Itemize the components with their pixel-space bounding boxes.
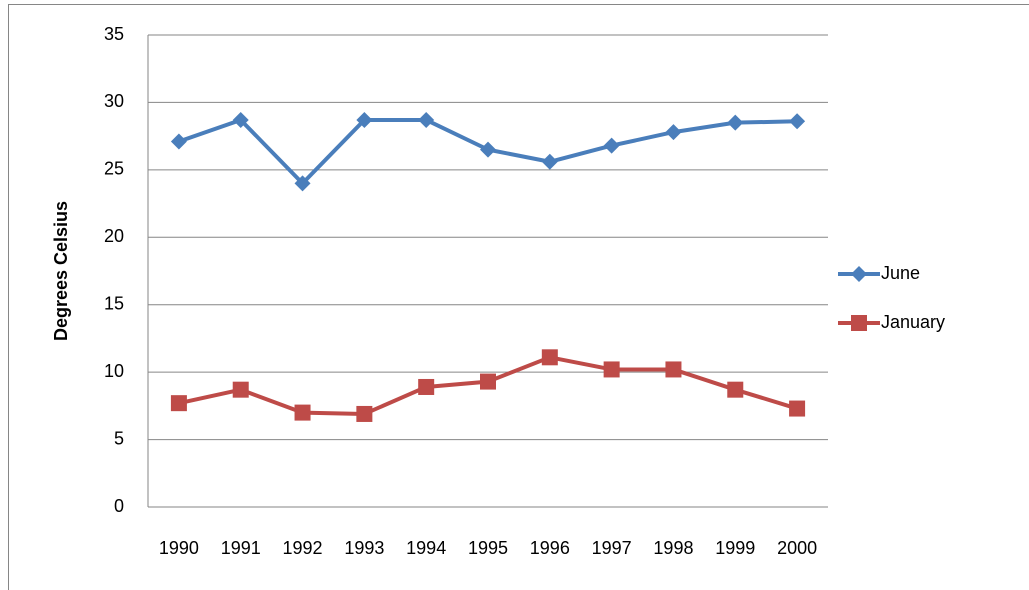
data-point [480, 141, 496, 158]
data-point [541, 153, 558, 170]
data-point [232, 381, 249, 398]
data-point [418, 378, 435, 395]
y-tick-label: 20 [104, 226, 124, 246]
x-tick-label: 1992 [283, 538, 323, 558]
data-point [356, 405, 373, 422]
y-tick-label: 10 [104, 361, 124, 381]
y-tick-label: 5 [114, 428, 124, 448]
data-point [480, 373, 496, 390]
chart-border [8, 4, 1029, 590]
y-axis-title: Degrees Celsius [51, 201, 71, 341]
x-tick-label: 1997 [592, 538, 632, 558]
x-tick-label: 1995 [468, 538, 508, 558]
legend-label: January [881, 312, 945, 332]
x-tick-label: 1990 [159, 538, 199, 558]
data-point [727, 381, 744, 398]
data-point [603, 137, 620, 154]
data-point [232, 111, 249, 128]
data-point [170, 395, 187, 412]
legend-marker [851, 266, 867, 282]
x-tick-label: 1996 [530, 538, 570, 558]
x-tick-label: 1994 [406, 538, 446, 558]
data-point [727, 114, 744, 131]
data-point [294, 404, 311, 421]
data-point [789, 400, 806, 417]
y-tick-label: 35 [104, 24, 124, 44]
legend-marker [851, 315, 867, 331]
data-point [603, 361, 620, 378]
data-point [294, 175, 311, 192]
data-point [170, 133, 187, 150]
y-tick-label: 0 [114, 496, 124, 516]
data-point [541, 349, 558, 366]
x-tick-label: 1993 [344, 538, 384, 558]
x-tick-label: 2000 [777, 538, 817, 558]
y-tick-label: 30 [104, 91, 124, 111]
data-point [356, 111, 373, 128]
data-point [418, 111, 435, 128]
data-point [665, 124, 682, 141]
legend-label: June [881, 263, 920, 283]
data-point [665, 361, 682, 378]
x-tick-label: 1991 [221, 538, 261, 558]
y-tick-label: 25 [104, 159, 124, 179]
x-tick-label: 1999 [715, 538, 755, 558]
data-point [789, 113, 806, 130]
y-tick-label: 15 [104, 293, 124, 313]
x-tick-label: 1998 [653, 538, 693, 558]
